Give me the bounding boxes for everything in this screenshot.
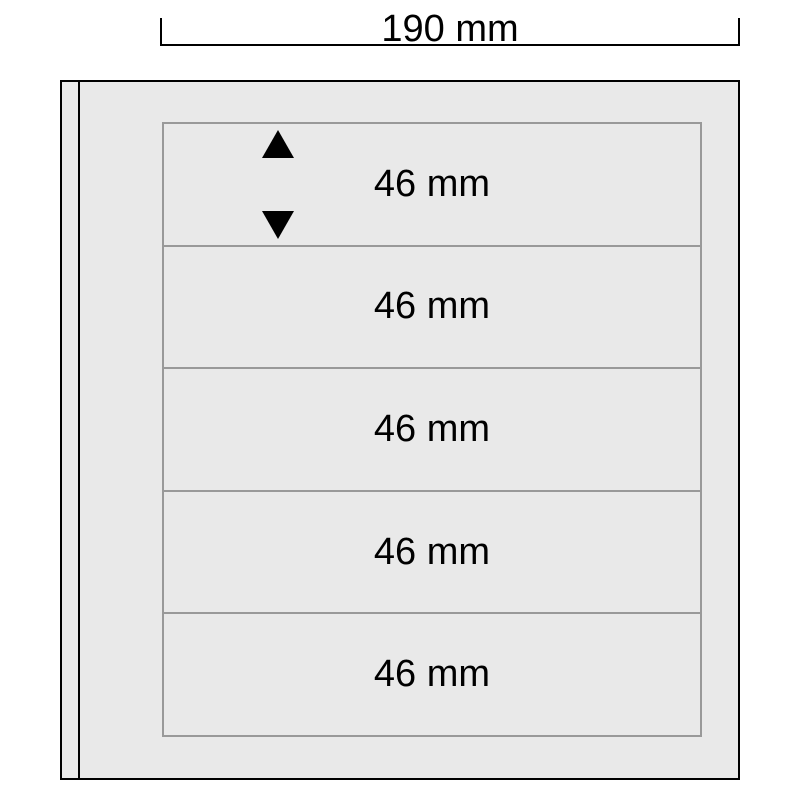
page-outline: 46 mm 46 mm 46 mm 46 mm 46 mm <box>60 80 740 780</box>
strip-height-label: 46 mm <box>374 408 490 451</box>
width-dimension-label: 190 mm <box>160 8 740 51</box>
height-dimension-arrows <box>260 130 296 239</box>
strip-height-label: 46 mm <box>374 531 490 574</box>
arrow-up-icon <box>262 130 294 158</box>
strip-row: 46 mm <box>164 612 700 735</box>
strip-row: 46 mm <box>164 490 700 613</box>
binding-margin-line <box>78 82 80 778</box>
strip-row: 46 mm <box>164 124 700 245</box>
strips-container: 46 mm 46 mm 46 mm 46 mm 46 mm <box>162 122 702 737</box>
strip-height-label: 46 mm <box>374 163 490 206</box>
diagram-canvas: 190 mm 46 mm 46 mm 46 mm 46 mm 46 <box>0 0 800 800</box>
strip-row: 46 mm <box>164 367 700 490</box>
arrow-down-icon <box>262 211 294 239</box>
strip-row: 46 mm <box>164 245 700 368</box>
width-dimension: 190 mm <box>160 18 740 78</box>
strip-height-label: 46 mm <box>374 285 490 328</box>
strip-height-label: 46 mm <box>374 653 490 696</box>
